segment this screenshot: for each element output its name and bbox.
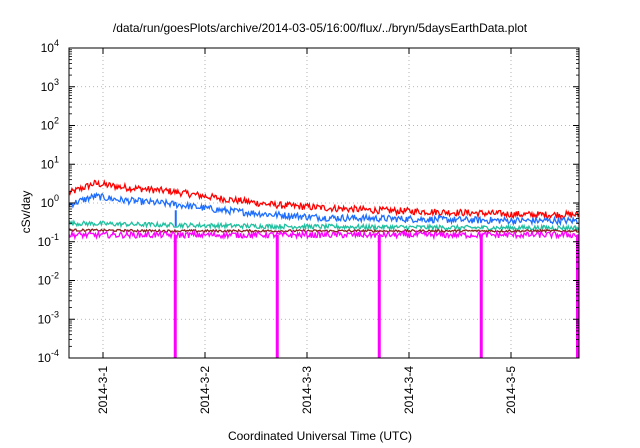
y-tick-label: 101 bbox=[41, 154, 59, 171]
x-tick-label: 2014-3-4 bbox=[402, 366, 416, 414]
x-tick-label: 2014-3-5 bbox=[504, 366, 518, 414]
y-tick-label: 100 bbox=[41, 193, 59, 210]
x-axis: 2014-3-1 2014-3-2 2014-3-3 2014-3-4 2014-3-5 bbox=[96, 48, 518, 414]
chart-title: /data/run/goesPlots/archive/2014-03-05/1… bbox=[112, 21, 528, 35]
y-tick-label: 102 bbox=[41, 116, 59, 133]
x-tick-label: 2014-3-1 bbox=[96, 366, 110, 414]
dropout-spike bbox=[377, 234, 381, 358]
y-axis: 10-4 10-3 10-2 10-1 100 101 102 103 104 bbox=[38, 38, 579, 365]
x-tick-label: 2014-3-2 bbox=[198, 366, 212, 414]
y-tick-label: 10-4 bbox=[38, 348, 59, 365]
dropout-spike bbox=[275, 234, 279, 358]
dropout-spike bbox=[173, 234, 177, 358]
series-line bbox=[69, 228, 579, 234]
y-tick-label: 10-1 bbox=[38, 232, 59, 249]
series-line bbox=[69, 191, 579, 227]
series-line bbox=[69, 219, 579, 233]
y-axis-label: cSv/day bbox=[19, 190, 33, 234]
y-tick-label: 10-3 bbox=[38, 309, 59, 326]
series-line bbox=[69, 229, 579, 241]
y-tick-label: 104 bbox=[41, 38, 59, 55]
y-tick-label: 10-2 bbox=[38, 271, 59, 288]
x-axis-label: Coordinated Universal Time (UTC) bbox=[227, 429, 413, 443]
grid-lines bbox=[69, 48, 579, 358]
series-line bbox=[69, 179, 579, 221]
x-tick-label: 2014-3-3 bbox=[300, 366, 314, 414]
dropout-spike bbox=[576, 234, 579, 358]
plot-area bbox=[69, 179, 579, 358]
y-tick-label: 103 bbox=[41, 77, 59, 94]
dropout-spike bbox=[479, 234, 483, 358]
